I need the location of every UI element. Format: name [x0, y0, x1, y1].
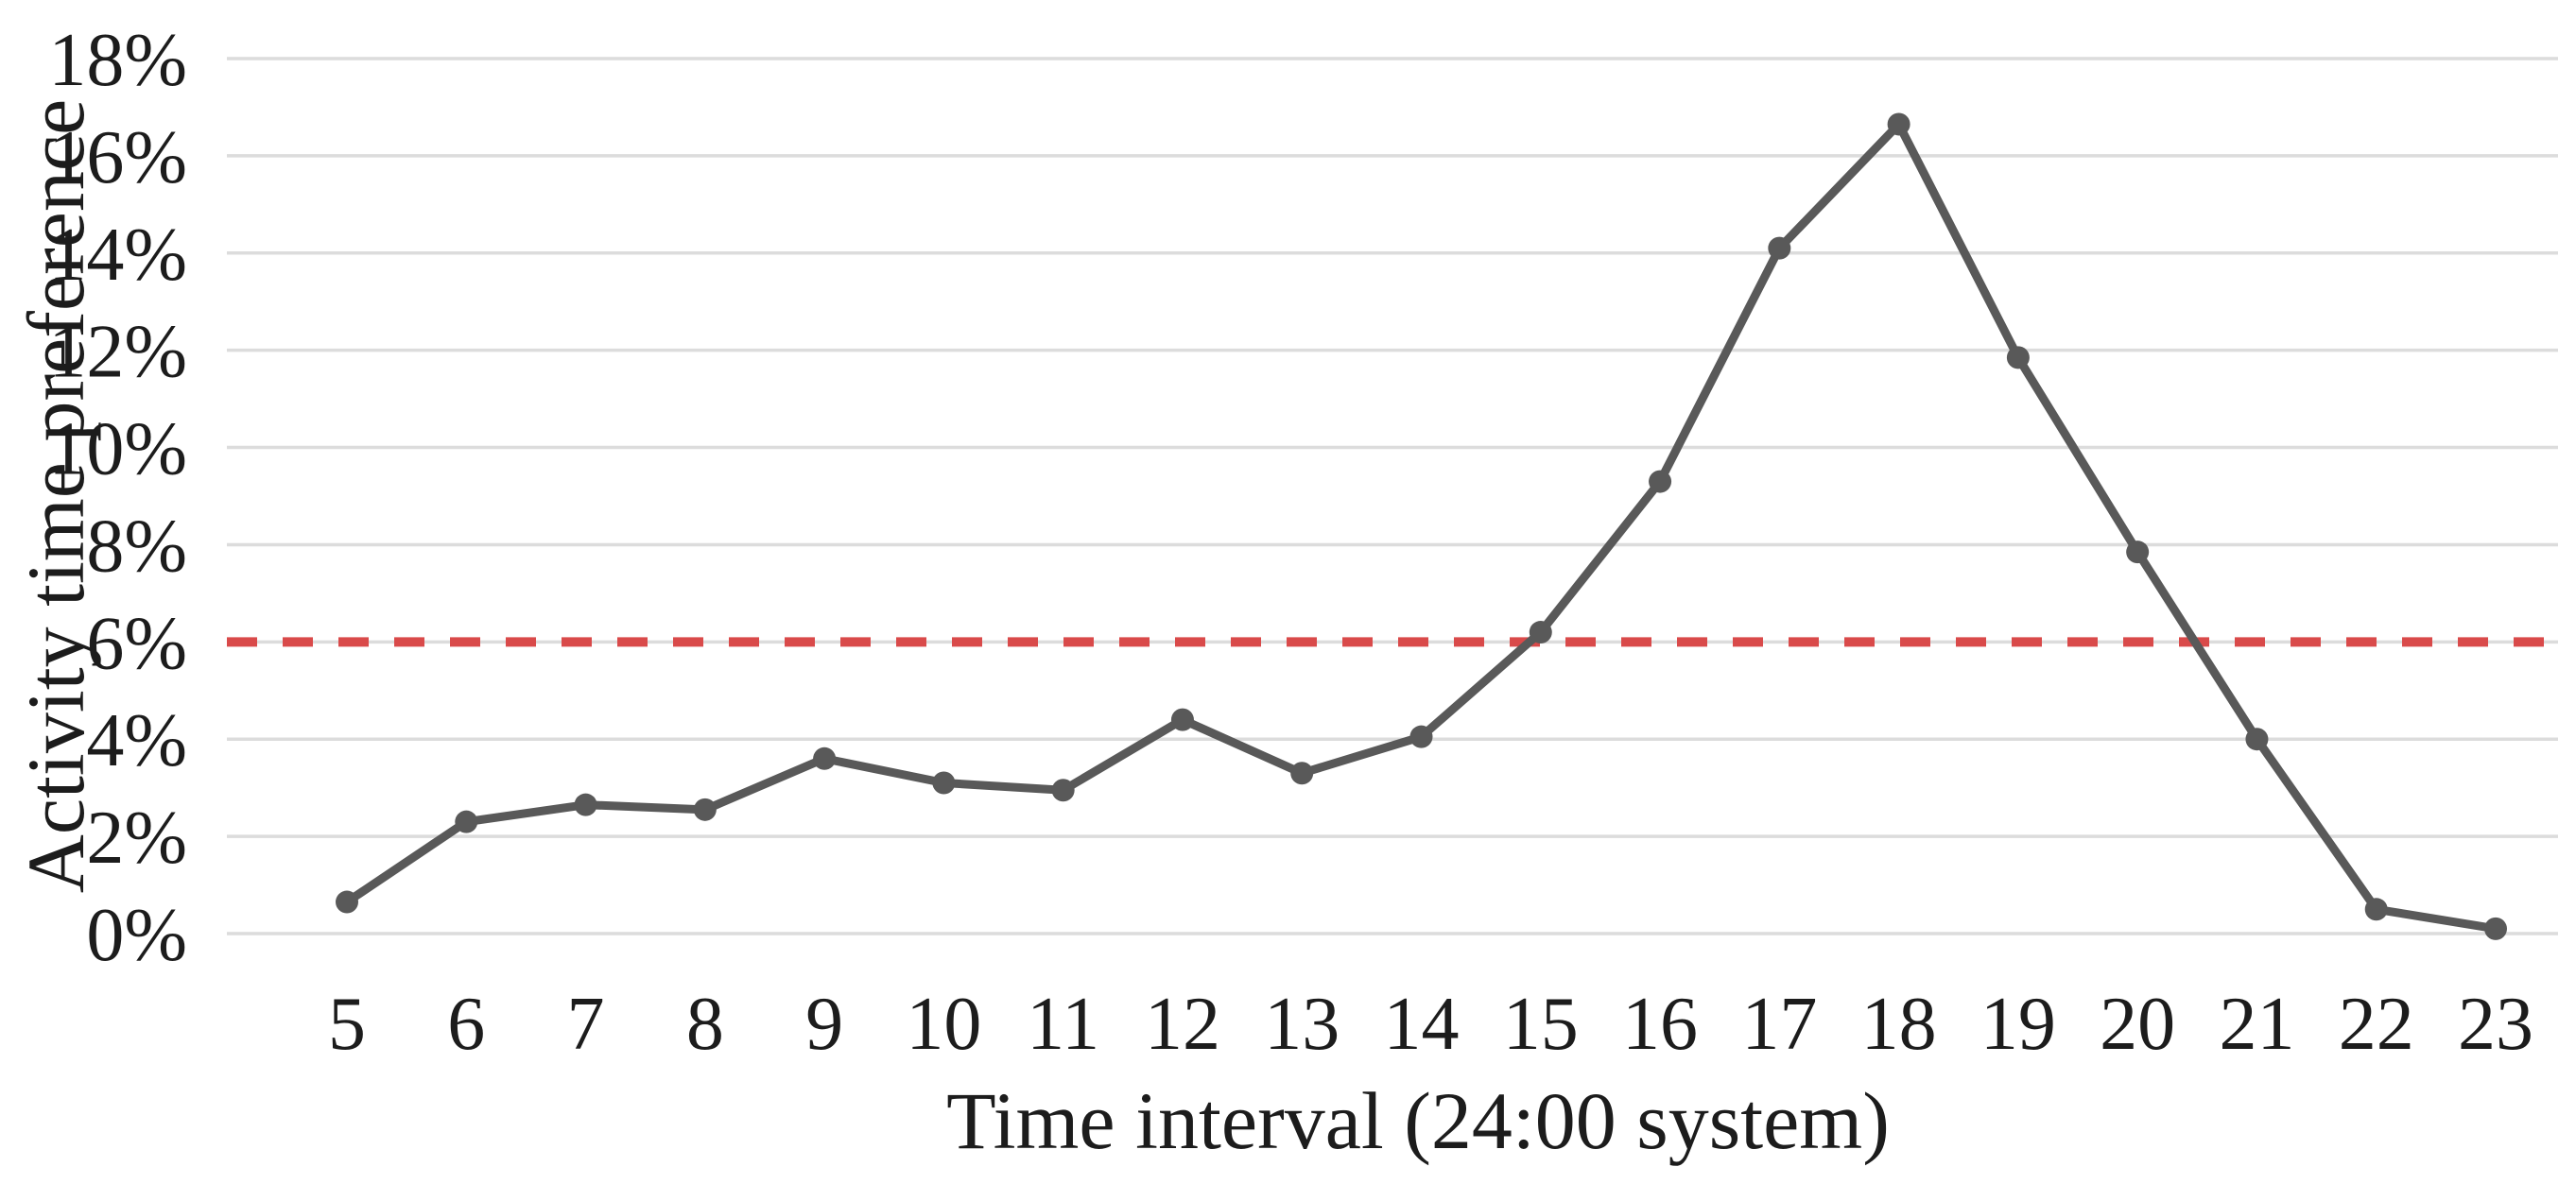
y-tick-label: 12%	[48, 311, 187, 394]
y-tick-label: 8%	[86, 505, 187, 588]
data-point	[336, 890, 358, 914]
data-point	[2364, 898, 2388, 921]
data-point	[1409, 725, 1433, 748]
data-point	[932, 771, 956, 795]
data-point	[1170, 708, 1194, 731]
x-tick-label: 21	[2219, 983, 2294, 1066]
data-point	[1768, 236, 1791, 260]
x-tick-label: 5	[328, 983, 366, 1066]
data-point	[2245, 728, 2269, 751]
x-axis-title: Time interval (24:00 system)	[946, 1075, 1890, 1166]
data-point	[1649, 470, 1672, 493]
y-axis-tick-labels: 0% 2% 4% 6% 8% 10% 12% 14% 16% 18%	[48, 19, 187, 977]
data-point	[1290, 762, 1314, 785]
x-axis-tick-labels: 5 6 7 8 9 10 11 12 13 14 15 16 17 18 19 20 21 22 23	[328, 983, 2533, 1066]
x-tick-label: 9	[805, 983, 843, 1066]
x-tick-label: 14	[1384, 983, 1460, 1066]
x-tick-label: 17	[1741, 983, 1817, 1066]
x-tick-label: 7	[567, 983, 605, 1066]
y-axis-title: Activity time preference	[10, 99, 101, 893]
data-point	[2484, 917, 2507, 940]
x-tick-label: 11	[1027, 983, 1099, 1066]
data-point	[1529, 621, 1552, 644]
x-tick-label: 13	[1264, 983, 1340, 1066]
x-tick-label: 6	[447, 983, 485, 1066]
data-point	[2126, 541, 2150, 564]
data-point	[2006, 346, 2030, 369]
x-tick-label: 16	[1622, 983, 1698, 1066]
data-point	[1887, 112, 1910, 136]
data-point	[1051, 779, 1075, 802]
y-tick-label: 2%	[86, 797, 187, 880]
x-tick-label: 8	[686, 983, 724, 1066]
horizontal-gridlines	[227, 57, 2558, 935]
x-tick-label: 10	[906, 983, 981, 1066]
data-point	[455, 810, 478, 833]
x-tick-label: 15	[1503, 983, 1579, 1066]
y-tick-label: 4%	[86, 699, 187, 782]
y-tick-label: 14%	[48, 214, 187, 297]
x-tick-label: 18	[1861, 983, 1937, 1066]
x-tick-label: 19	[1980, 983, 2056, 1066]
data-point	[813, 746, 837, 770]
y-tick-label: 6%	[86, 602, 187, 685]
x-tick-label: 20	[2100, 983, 2175, 1066]
series-line	[342, 119, 2500, 934]
x-tick-label: 22	[2339, 983, 2414, 1066]
y-tick-label: 10%	[48, 408, 187, 491]
data-point	[574, 793, 597, 816]
data-point-markers	[336, 112, 2507, 940]
y-tick-label: 18%	[48, 19, 187, 102]
y-tick-label: 16%	[48, 116, 187, 199]
y-tick-label: 0%	[86, 894, 187, 977]
x-tick-label: 12	[1145, 983, 1220, 1066]
data-point	[693, 798, 717, 821]
x-tick-label: 23	[2458, 983, 2533, 1066]
